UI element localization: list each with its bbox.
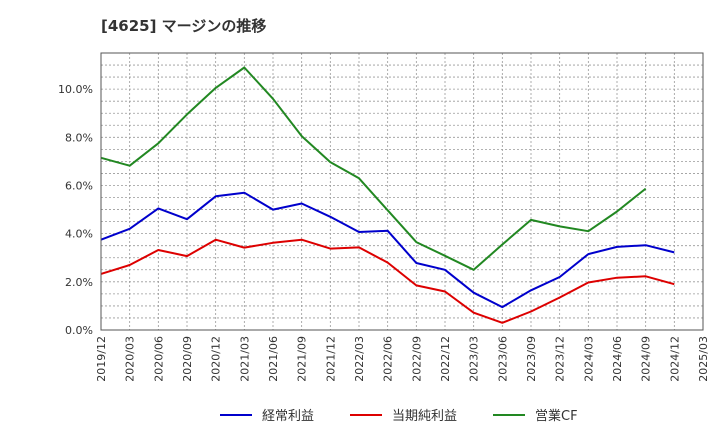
y-tick-label: 4.0% xyxy=(65,228,93,241)
series-lines xyxy=(100,66,675,324)
x-tick-label: 2023/06 xyxy=(496,336,509,382)
y-tick-label: 0.0% xyxy=(65,324,93,337)
x-tick-label: 2021/12 xyxy=(324,336,337,382)
legend-label: 当期純利益 xyxy=(392,409,457,424)
y-tick-label: 10.0% xyxy=(58,83,93,96)
x-tick-label: 2022/03 xyxy=(353,336,366,382)
x-tick-label: 2022/06 xyxy=(382,336,395,382)
series-line-2 xyxy=(100,238,675,324)
x-tick-label: 2022/12 xyxy=(439,336,452,382)
legend-label: 営業CF xyxy=(535,408,578,424)
x-tick-label: 2024/06 xyxy=(611,336,624,382)
plot-frame xyxy=(100,52,704,331)
legend: 経常利益 当期純利益 営業CF xyxy=(220,408,578,424)
plot-area xyxy=(101,53,703,330)
y-tick-label: 8.0% xyxy=(65,131,93,144)
x-tick-label: 2020/12 xyxy=(210,336,223,382)
x-tick-label: 2024/03 xyxy=(582,336,595,382)
x-tick-label: 2021/03 xyxy=(238,336,251,382)
x-tick-label: 2024/09 xyxy=(640,336,653,382)
series-line-3 xyxy=(100,66,647,271)
y-tick-label: 2.0% xyxy=(65,276,93,289)
x-tick-label: 2019/12 xyxy=(95,336,108,382)
y-axis-ticks: 0.0% 2.0% 4.0% 6.0% 8.0% 10.0% xyxy=(58,83,93,337)
x-tick-label: 2021/06 xyxy=(267,336,280,382)
x-tick-label: 2022/09 xyxy=(410,336,423,382)
x-tick-label: 2020/06 xyxy=(152,336,165,382)
x-tick-label: 2020/09 xyxy=(181,336,194,382)
y-tick-label: 6.0% xyxy=(65,179,93,192)
grid-lines xyxy=(100,52,704,331)
x-tick-label: 2023/12 xyxy=(554,336,567,382)
x-tick-label: 2021/09 xyxy=(296,336,309,382)
x-tick-label: 2020/03 xyxy=(124,336,137,382)
x-tick-label: 2025/03 xyxy=(697,336,710,382)
x-tick-label: 2024/12 xyxy=(668,336,681,382)
series-line-1 xyxy=(100,191,675,309)
x-tick-label: 2023/09 xyxy=(525,336,538,382)
chart-title: [4625] マージンの推移 xyxy=(101,17,266,35)
x-tick-label: 2023/03 xyxy=(468,336,481,382)
x-axis-ticks: 2019/12 2020/03 2020/06 2020/09 2020/12 2021/… xyxy=(95,336,710,382)
legend-label: 経常利益 xyxy=(262,409,314,424)
